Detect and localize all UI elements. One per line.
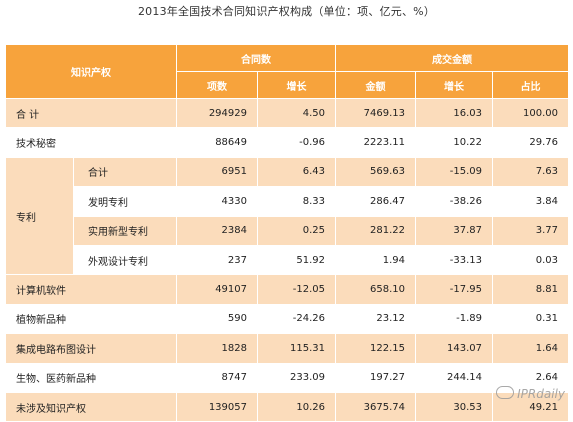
cell-share: 3.77 — [491, 215, 570, 246]
row-label: 合计 — [73, 156, 177, 188]
table-row-design-patent: 外观设计专利 237 51.92 1.94 -33.13 0.03 — [6, 244, 570, 276]
cell-amount: 1.94 — [335, 244, 416, 276]
cell-amount: 569.63 — [335, 156, 416, 188]
cell-share: 100.00 — [491, 97, 570, 129]
cell-count-growth: 51.92 — [257, 244, 336, 276]
row-label: 未涉及知识产权 — [5, 391, 177, 422]
table-title: 2013年全国技术合同知识产权构成（单位：项、亿元、%） — [137, 5, 436, 18]
table-row-plant-variety: 植物新品种 590 -24.26 23.12 -1.89 0.31 — [5, 303, 570, 335]
cell-count: 2384 — [176, 215, 258, 246]
cell-share: 29.76 — [491, 127, 570, 158]
cell-count-growth: 4.50 — [257, 97, 336, 129]
row-label: 生物、医药新品种 — [5, 362, 177, 393]
cell-count: 237 — [176, 244, 258, 276]
cell-amount-growth: 244.14 — [415, 362, 493, 393]
cell-amount-growth: 30.53 — [415, 391, 493, 422]
table-row-invention-patent: 发明专利 4330 8.33 286.47 -38.26 3.84 — [6, 186, 570, 217]
cell-amount-growth: 10.22 — [415, 127, 493, 158]
chat-bubble-icon — [496, 386, 515, 399]
row-label: 技术秘密 — [5, 127, 177, 158]
row-label: 发明专利 — [73, 186, 177, 217]
cell-share: 8.81 — [491, 274, 570, 305]
table-row-tech-secret: 技术秘密 88649 -0.96 2223.11 10.22 29.76 — [5, 127, 570, 158]
cell-amount: 286.47 — [335, 186, 416, 217]
header-amount: 金额 — [335, 71, 416, 99]
row-label: 外观设计专利 — [73, 244, 177, 276]
cell-count: 49107 — [176, 274, 258, 305]
table-row-bio-medicine: 生物、医药新品种 8747 233.09 197.27 244.14 2.64 — [5, 362, 570, 393]
row-label: 计算机软件 — [5, 274, 177, 305]
cell-count: 4330 — [176, 186, 258, 217]
table-row-software: 计算机软件 49107 -12.05 658.10 -17.95 8.81 — [5, 274, 570, 305]
cell-share: 0.31 — [491, 303, 570, 335]
header-deal-amount: 成交金额 — [334, 44, 570, 72]
cell-amount: 658.10 — [335, 274, 416, 305]
header-count-growth: 增长 — [257, 71, 336, 99]
table-row-utility-patent: 实用新型专利 2384 0.25 281.22 37.87 3.77 — [6, 215, 570, 246]
cell-count: 6951 — [176, 156, 258, 188]
watermark-text: IPRdaily — [517, 387, 565, 401]
cell-count: 8747 — [176, 362, 258, 393]
patent-group-label: 专利 — [5, 156, 74, 276]
cell-share: 2.64 — [491, 362, 570, 393]
header-row-1: 知识产权 合同数 成交金额 — [5, 44, 570, 99]
cell-count-growth: 115.31 — [257, 333, 336, 364]
cell-amount-growth: -1.89 — [415, 303, 493, 335]
cell-count-growth: 8.33 — [257, 186, 336, 217]
table-row-patent-total: 专利 合计 6951 6.43 569.63 -15.09 7.63 — [5, 156, 570, 276]
row-label: 实用新型专利 — [73, 215, 177, 246]
header-count: 项数 — [176, 71, 258, 99]
header-contracts: 合同数 — [176, 44, 336, 72]
cell-amount: 3675.74 — [335, 391, 416, 422]
cell-count-growth: 0.25 — [257, 215, 336, 246]
row-label: 集成电路布图设计 — [5, 333, 177, 364]
cell-amount-growth: 143.07 — [415, 333, 493, 364]
table-row-total: 合 计 294929 4.50 7469.13 16.03 100.00 — [5, 97, 570, 129]
cell-count: 1828 — [176, 333, 258, 364]
cell-amount-growth: 16.03 — [415, 97, 493, 129]
cell-count-growth: 10.26 — [257, 391, 336, 422]
cell-count-growth: 233.09 — [257, 362, 336, 393]
cell-count: 88649 — [176, 127, 258, 158]
cell-amount: 197.27 — [335, 362, 416, 393]
cell-amount-growth: 37.87 — [415, 215, 493, 246]
cell-count-growth: -12.05 — [257, 274, 336, 305]
cell-share: 3.84 — [491, 186, 570, 217]
cell-share: 0.03 — [491, 244, 570, 276]
cell-count: 294929 — [176, 97, 258, 129]
row-label: 植物新品种 — [5, 303, 177, 335]
cell-amount-growth: -17.95 — [415, 274, 493, 305]
cell-amount-growth: -15.09 — [415, 156, 493, 188]
header-category: 知识产权 — [5, 44, 177, 99]
cell-amount: 2223.11 — [335, 127, 416, 158]
cell-count-growth: -24.26 — [257, 303, 336, 335]
cell-amount: 281.22 — [335, 215, 416, 246]
header-amount-growth: 增长 — [415, 71, 493, 99]
table-row-ic-layout: 集成电路布图设计 1828 115.31 122.15 143.07 1.64 — [5, 333, 570, 364]
row-label: 合 计 — [5, 97, 177, 129]
header-row-2: 项数 增长 金额 增长 占比 — [6, 71, 570, 99]
cell-count: 590 — [176, 303, 258, 335]
cell-share: 7.63 — [491, 156, 570, 188]
cell-count-growth: -0.96 — [257, 127, 336, 158]
table-row-no-ip: 未涉及知识产权 139057 10.26 3675.74 30.53 49.21 — [5, 391, 570, 422]
cell-amount: 7469.13 — [335, 97, 416, 129]
watermark: IPRdaily — [496, 386, 565, 401]
cell-amount-growth: -38.26 — [415, 186, 493, 217]
cell-amount-growth: -33.13 — [415, 244, 493, 276]
cell-amount: 23.12 — [335, 303, 416, 335]
ip-composition-table: 知识产权 合同数 成交金额 项数 增长 金额 增长 占比 合 计 294929 … — [5, 44, 570, 422]
cell-amount: 122.15 — [335, 333, 416, 364]
header-share: 占比 — [491, 71, 570, 99]
cell-share: 1.64 — [491, 333, 570, 364]
cell-count-growth: 6.43 — [257, 156, 336, 188]
cell-count: 139057 — [176, 391, 258, 422]
